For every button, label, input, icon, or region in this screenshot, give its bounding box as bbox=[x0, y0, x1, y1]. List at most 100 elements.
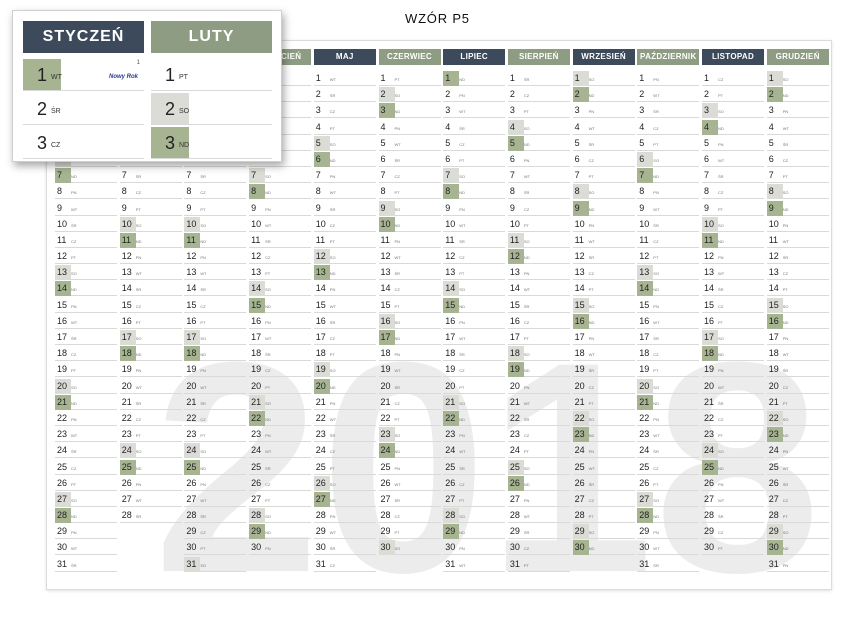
day-cell: 18 ŚR bbox=[443, 346, 506, 362]
day-cell: 30 WT bbox=[55, 540, 117, 556]
day-cell: 5 WT bbox=[378, 136, 441, 151]
weekday-label: WT bbox=[653, 433, 660, 439]
day-cell: 9 PN bbox=[443, 201, 506, 216]
day-cell: 23 CZ bbox=[507, 427, 570, 443]
weekday-label: PN bbox=[523, 384, 530, 390]
weekday-label: WT bbox=[459, 109, 466, 115]
day-cell: 7 ND bbox=[637, 168, 700, 184]
day-number: 25 bbox=[186, 461, 197, 472]
day-number: 13 bbox=[121, 267, 132, 278]
day-cell: 21 ŚR bbox=[702, 395, 764, 410]
weekday-label: SO bbox=[394, 319, 401, 325]
day-cell: 17 SO bbox=[702, 330, 764, 345]
day-cell: 16 PT bbox=[702, 314, 764, 329]
day-cell: 21 ND bbox=[55, 394, 117, 410]
weekday-label: SO bbox=[265, 287, 271, 293]
day-number: 9 bbox=[509, 202, 515, 213]
day-cell: 24 ŚR bbox=[637, 443, 700, 459]
day-number: 15 bbox=[121, 299, 132, 310]
day-cell: 27 CZ bbox=[572, 492, 635, 507]
weekday-label: ND bbox=[718, 352, 724, 358]
day-cell: 11 ND bbox=[184, 232, 247, 248]
wall-calendar-poster: 2018 STYCZEŃ1PN2WT3ŚR4CZ5PT6SO7ND8PN9WT1… bbox=[46, 40, 832, 590]
day-number: 10 bbox=[315, 218, 326, 229]
weekday-label: WT bbox=[394, 255, 401, 261]
weekday-label: WT bbox=[523, 287, 531, 293]
day-number: 17 bbox=[768, 332, 779, 342]
day-number: 24 bbox=[704, 445, 715, 456]
day-cell: 2 CZ bbox=[507, 87, 570, 103]
day-cell: 19 CZ bbox=[443, 362, 506, 378]
day-cell: 6 WT bbox=[702, 152, 764, 167]
day-shade bbox=[507, 475, 524, 491]
day-number: 17 bbox=[704, 332, 715, 342]
day-cell: 23 SO bbox=[378, 427, 441, 443]
day-cell: 28 PN bbox=[313, 508, 376, 524]
zoom-month-column: LUTY 1 PT 2 SO 3 ND bbox=[151, 21, 272, 159]
day-number: 31 bbox=[186, 558, 197, 569]
day-number: 25 bbox=[704, 461, 715, 472]
day-number: 16 bbox=[704, 315, 715, 326]
weekday-label: ND bbox=[653, 514, 660, 520]
day-number: 3 bbox=[315, 105, 321, 116]
weekday-label: CZ bbox=[653, 238, 659, 244]
zoom-day-cell: 1 WT 1 Nowy Rok bbox=[23, 59, 144, 91]
day-cell: 29 CZ bbox=[184, 524, 247, 540]
weekday-label: SO bbox=[200, 336, 207, 341]
day-cell: 17 WT bbox=[249, 330, 312, 345]
day-shade bbox=[378, 427, 395, 443]
day-cell: 5 PN bbox=[702, 136, 764, 151]
day-cell: 7 ND bbox=[55, 168, 117, 184]
day-shade bbox=[637, 281, 654, 297]
day-cell: 12 PT bbox=[55, 249, 117, 265]
day-number: 21 bbox=[509, 396, 520, 407]
day-number: 21 bbox=[186, 396, 197, 407]
day-cell: 1 ND bbox=[443, 71, 506, 86]
month-column: WRZESIEŃ 1 SO 2 ND 3 PN 4 WT 5 ŚR 6 CZ 7 PT 8 SO 9 ND 10 PN 1… bbox=[572, 49, 635, 557]
weekday-label: WT bbox=[71, 319, 78, 325]
day-shade bbox=[507, 135, 524, 151]
weekday-label: PN bbox=[71, 303, 77, 309]
weekday-label: PN bbox=[135, 481, 142, 487]
day-cell: 1 WT bbox=[313, 71, 376, 86]
day-shade bbox=[119, 459, 136, 475]
day-cell: 30 PN bbox=[443, 540, 506, 556]
day-cell: 11 PT bbox=[313, 233, 376, 248]
weekday-label: ŚR bbox=[71, 562, 77, 568]
day-number: 2 bbox=[639, 89, 645, 100]
weekday-label: SO bbox=[329, 368, 336, 374]
day-shade bbox=[443, 508, 460, 524]
day-number: 30 bbox=[57, 542, 68, 553]
day-cell: 3 ND bbox=[378, 103, 441, 119]
zoom-day-shade bbox=[151, 93, 189, 124]
day-number: 13 bbox=[186, 267, 197, 278]
weekday-label: PN bbox=[71, 530, 77, 536]
day-number: 20 bbox=[768, 380, 779, 391]
day-shade bbox=[249, 184, 266, 200]
day-cell: 19 PN bbox=[119, 362, 182, 378]
day-cell: 16 WT bbox=[55, 314, 117, 329]
weekday-label: PN bbox=[200, 481, 206, 487]
day-cell: 1 PN bbox=[637, 71, 700, 86]
day-cell: 31 ŚR bbox=[637, 557, 700, 572]
day-number: 24 bbox=[509, 445, 520, 456]
day-number: 18 bbox=[574, 348, 585, 359]
day-number: 22 bbox=[186, 412, 197, 423]
day-cell: 8 ND bbox=[443, 184, 506, 200]
day-number: 14 bbox=[121, 283, 132, 294]
day-number: 15 bbox=[639, 299, 650, 310]
day-cell: 29 WT bbox=[313, 524, 376, 540]
day-number: 14 bbox=[251, 283, 262, 294]
day-cell: 14 SO bbox=[249, 281, 312, 297]
day-cell: 30 PN bbox=[249, 540, 312, 556]
day-cell: 26 ŚR bbox=[572, 476, 635, 491]
weekday-label: PT bbox=[588, 174, 594, 180]
weekday-label: ŚR bbox=[588, 481, 595, 487]
day-cell: 11 ŚR bbox=[249, 233, 312, 248]
zoom-month-header: LUTY bbox=[151, 21, 272, 53]
weekday-label: ŚR bbox=[523, 416, 530, 422]
weekday-label: PT bbox=[782, 514, 788, 520]
day-cell: 1 ŚR bbox=[507, 71, 570, 86]
day-cell: 13 PT bbox=[249, 265, 312, 281]
weekday-label: PN bbox=[135, 368, 142, 374]
